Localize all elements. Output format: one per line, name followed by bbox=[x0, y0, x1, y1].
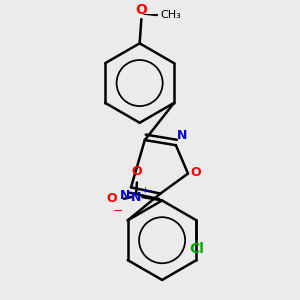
Text: O: O bbox=[132, 165, 142, 178]
Text: Cl: Cl bbox=[189, 242, 204, 256]
Text: O: O bbox=[106, 192, 117, 205]
Text: +: + bbox=[141, 186, 148, 195]
Text: O: O bbox=[190, 167, 201, 179]
Text: N: N bbox=[177, 129, 187, 142]
Text: N: N bbox=[131, 190, 141, 203]
Text: CH₃: CH₃ bbox=[160, 10, 181, 20]
Text: O: O bbox=[135, 3, 147, 17]
Text: −: − bbox=[112, 205, 123, 218]
Text: N: N bbox=[120, 189, 130, 202]
